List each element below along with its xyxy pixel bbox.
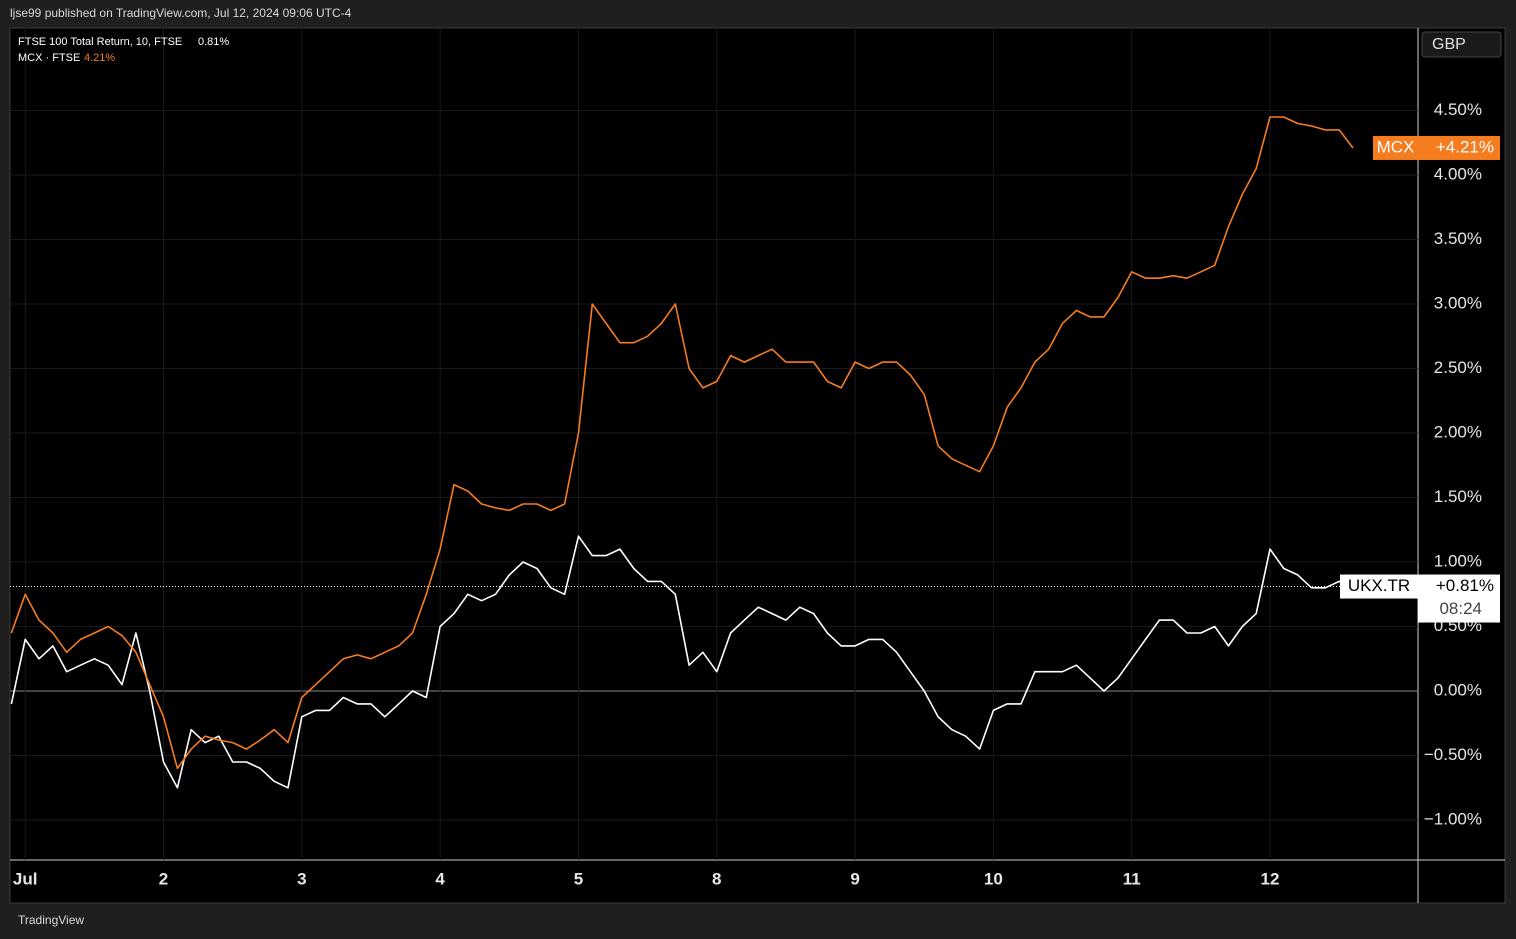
footer-logo: TradingView xyxy=(18,913,84,927)
legend-value: 4.21% xyxy=(84,52,115,64)
x-tick-label: 12 xyxy=(1261,869,1280,888)
x-tick-label: 4 xyxy=(435,869,445,888)
y-tick-label: 0.00% xyxy=(1434,681,1482,700)
y-tick-label: 2.50% xyxy=(1434,358,1482,377)
series-line xyxy=(10,116,1354,770)
series-tag xyxy=(1340,574,1418,599)
x-tick-label: 11 xyxy=(1123,869,1141,888)
price-tag xyxy=(1418,135,1500,160)
x-tick-label: 2 xyxy=(159,869,168,888)
currency-button[interactable] xyxy=(1421,31,1502,58)
y-tick-label: 4.50% xyxy=(1434,100,1482,119)
chart-frame xyxy=(9,27,1506,904)
series-tag-label: MCX xyxy=(1377,137,1415,156)
publisher: ljse99 published on TradingView.com, Jul… xyxy=(10,6,352,20)
series-tag-label: UKX.TR xyxy=(1348,576,1410,595)
y-tick-label: 1.00% xyxy=(1434,552,1482,571)
x-tick-label: 3 xyxy=(297,869,306,888)
price-tag-label: +4.21% xyxy=(1436,137,1494,156)
countdown: 08:24 xyxy=(1439,599,1482,618)
y-tick-label: 3.50% xyxy=(1434,229,1482,248)
x-tick-label: 10 xyxy=(984,869,1003,888)
x-tick-label: Jul xyxy=(13,869,38,888)
series-tag xyxy=(1373,135,1418,160)
legend-name: FTSE 100 Total Return, 10, FTSE xyxy=(18,36,182,48)
legend-value: 0.81% xyxy=(198,36,229,48)
y-tick-label: −1.00% xyxy=(1424,809,1482,828)
y-tick-label: −0.50% xyxy=(1424,745,1482,764)
x-tick-label: 8 xyxy=(712,869,721,888)
legend-name: MCX · FTSE xyxy=(18,52,80,64)
series-line xyxy=(10,535,1354,789)
legend: FTSE 100 Total Return, 10, FTSE 0.81% MC… xyxy=(18,36,229,64)
price-tag xyxy=(1418,574,1500,623)
y-tick-label: 2.00% xyxy=(1434,423,1482,442)
y-tick-label: 4.00% xyxy=(1434,165,1482,184)
price-tag-label: +0.81% xyxy=(1436,576,1494,595)
y-tick-label: 1.50% xyxy=(1434,487,1482,506)
x-tick-label: 5 xyxy=(574,869,583,888)
x-tick-label: 9 xyxy=(850,869,859,888)
currency[interactable]: GBP xyxy=(1432,36,1466,53)
y-tick-label: 3.00% xyxy=(1434,294,1482,313)
